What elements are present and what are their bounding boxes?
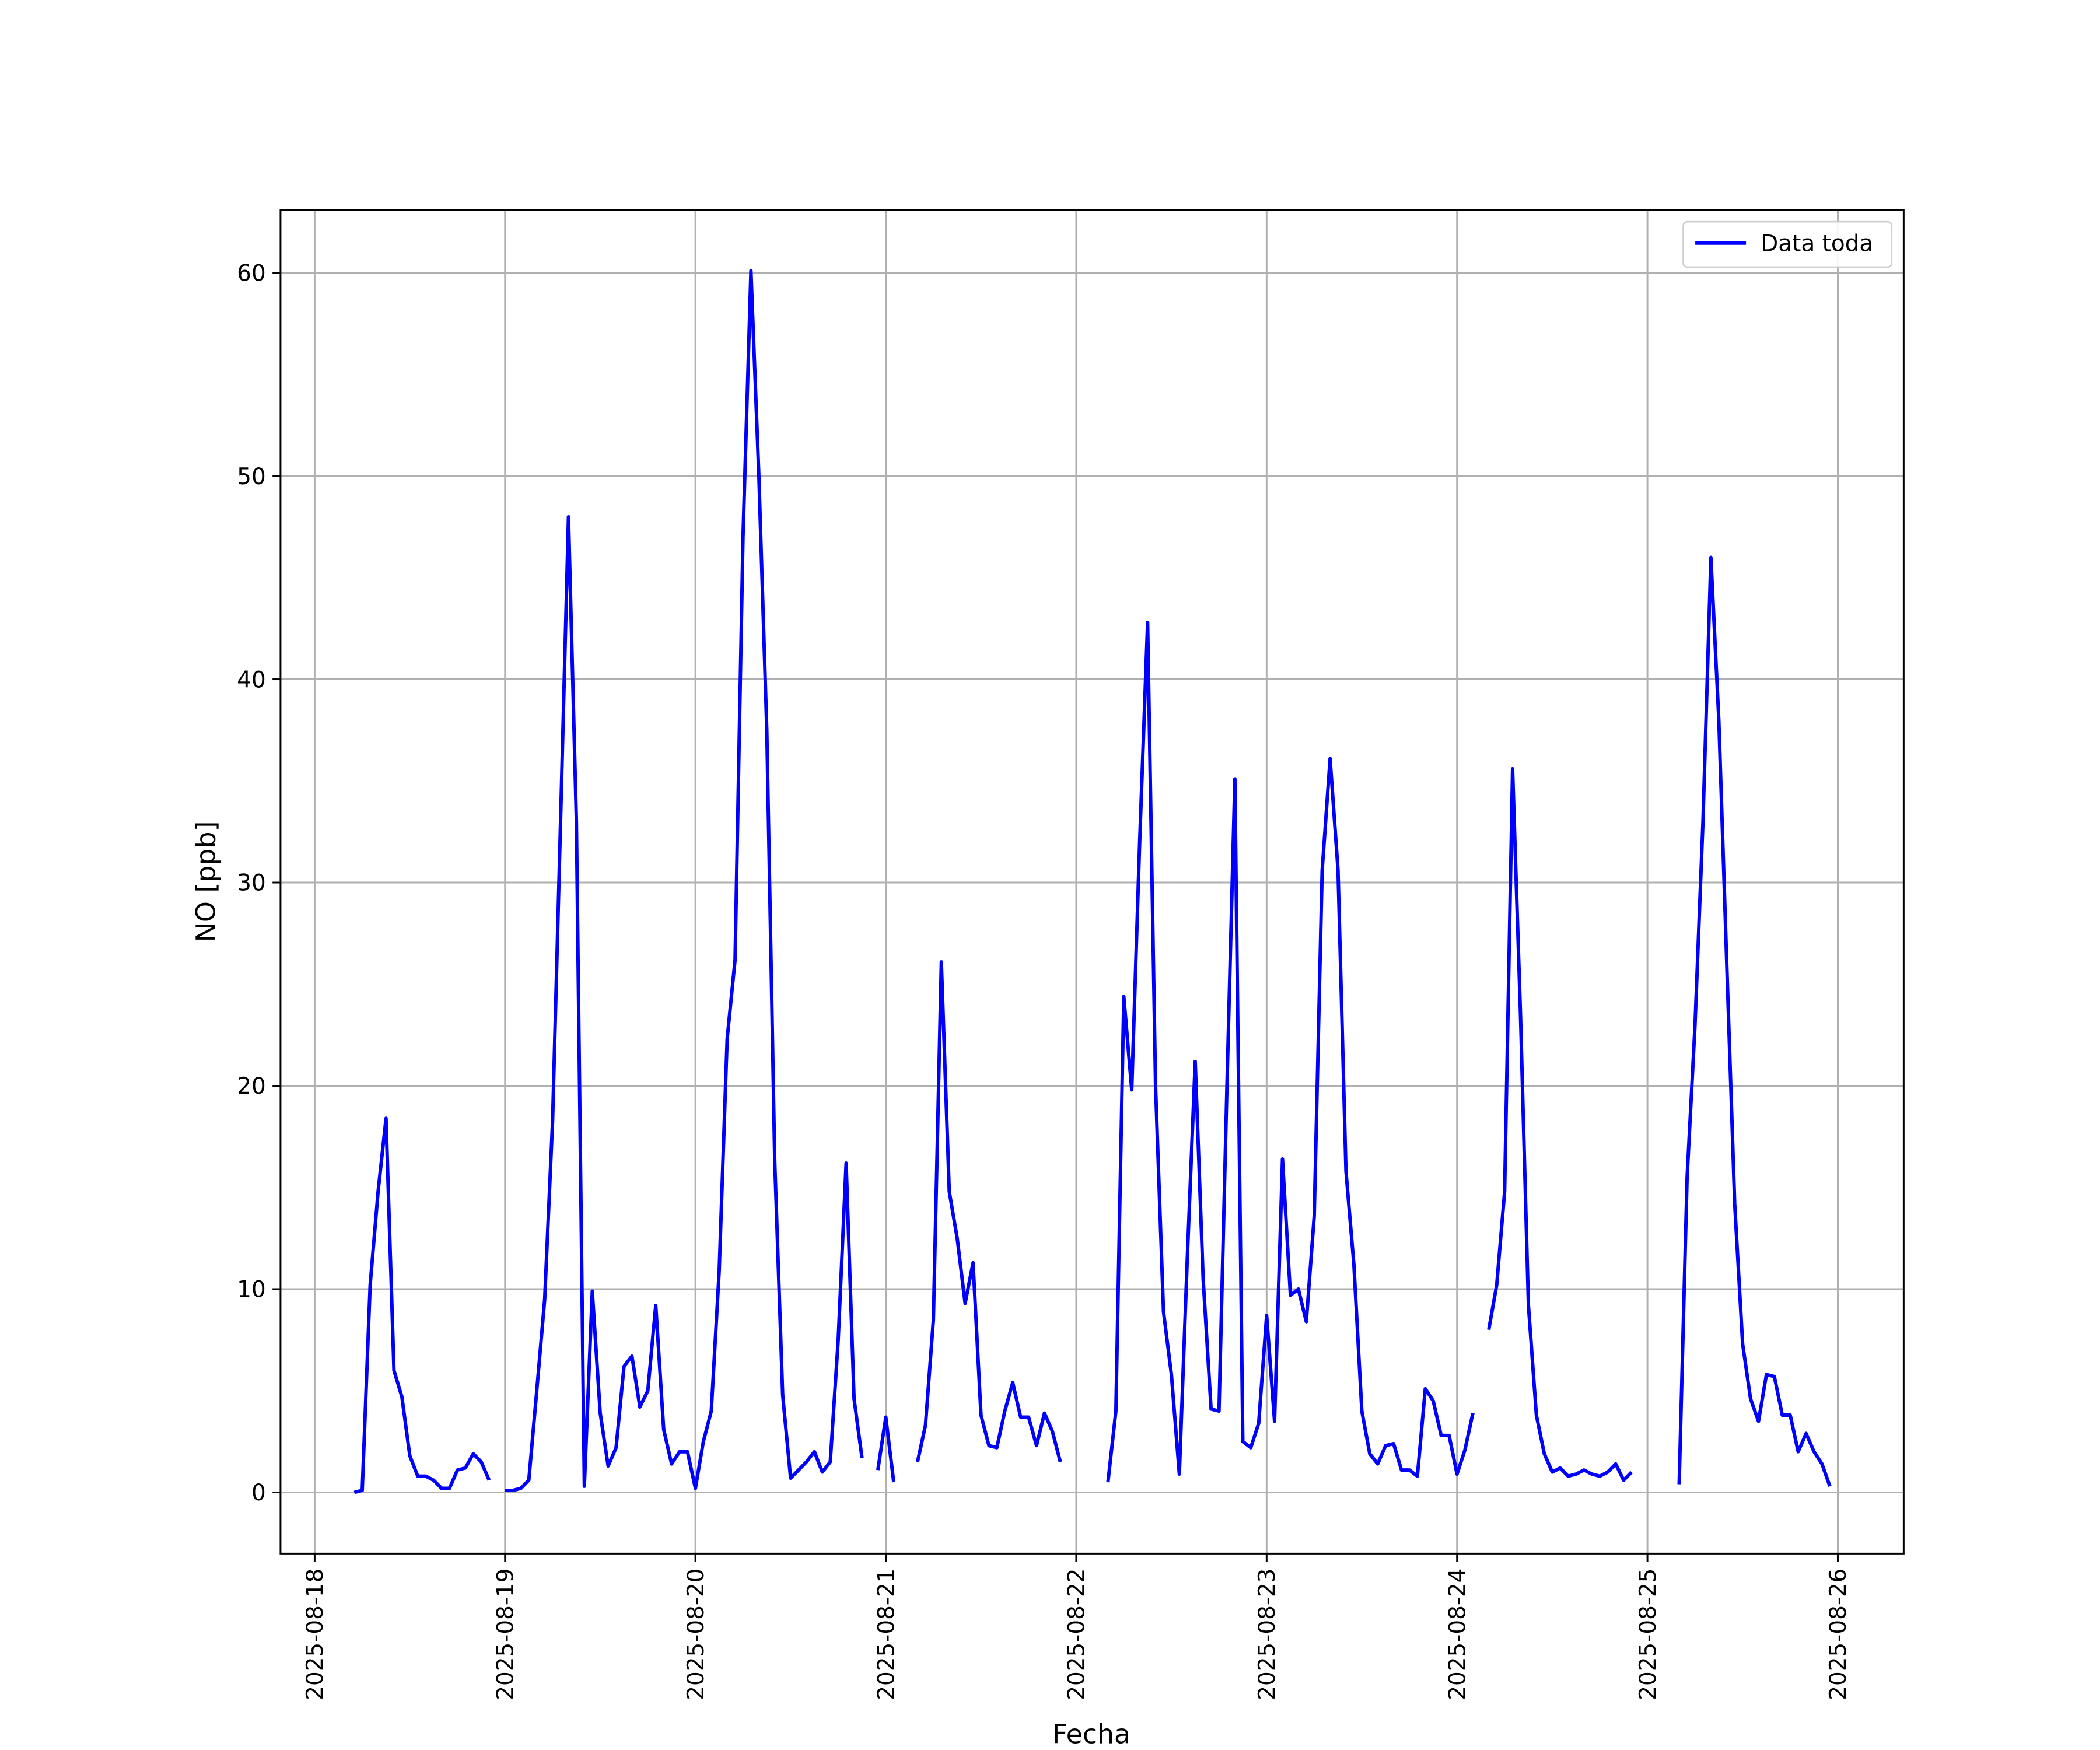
legend-box [1682, 220, 1893, 268]
x-tick-label: 2025-08-23 [1254, 1569, 1280, 1700]
x-tick-label: 2025-08-19 [493, 1569, 519, 1700]
y-tick-label: 30 [237, 870, 266, 897]
y-tick-label: 60 [237, 260, 266, 286]
legend-label: Data toda [1760, 231, 1873, 257]
x-tick-label: 2025-08-20 [683, 1569, 709, 1700]
grid [280, 209, 1904, 1554]
y-tick-label: 40 [237, 667, 266, 693]
ticks: 0 10 20 30 40 50 60 2025-08-18 2025-08-19 2025-08… [237, 260, 1852, 1700]
plot-area [354, 269, 1832, 1494]
y-tick-label: 10 [237, 1277, 266, 1303]
x-tick-label: 2025-08-24 [1444, 1569, 1471, 1700]
legend: Data toda [1682, 220, 1893, 268]
y-tick-label: 50 [237, 464, 266, 490]
data-line [354, 269, 1832, 1494]
axes-frame [279, 209, 1905, 1555]
x-axis-label: Fecha [1052, 1718, 1130, 1750]
y-axis-label: NO [ppb] [190, 821, 222, 943]
y-tick-label: 0 [251, 1480, 266, 1506]
x-tick-label: 2025-08-26 [1825, 1569, 1852, 1700]
x-tick-label: 2025-08-21 [873, 1569, 900, 1700]
x-tick-label: 2025-08-25 [1635, 1569, 1661, 1700]
x-tick-label: 2025-08-18 [302, 1569, 328, 1700]
x-tick-label: 2025-08-22 [1064, 1569, 1090, 1700]
y-tick-label: 20 [237, 1073, 266, 1100]
